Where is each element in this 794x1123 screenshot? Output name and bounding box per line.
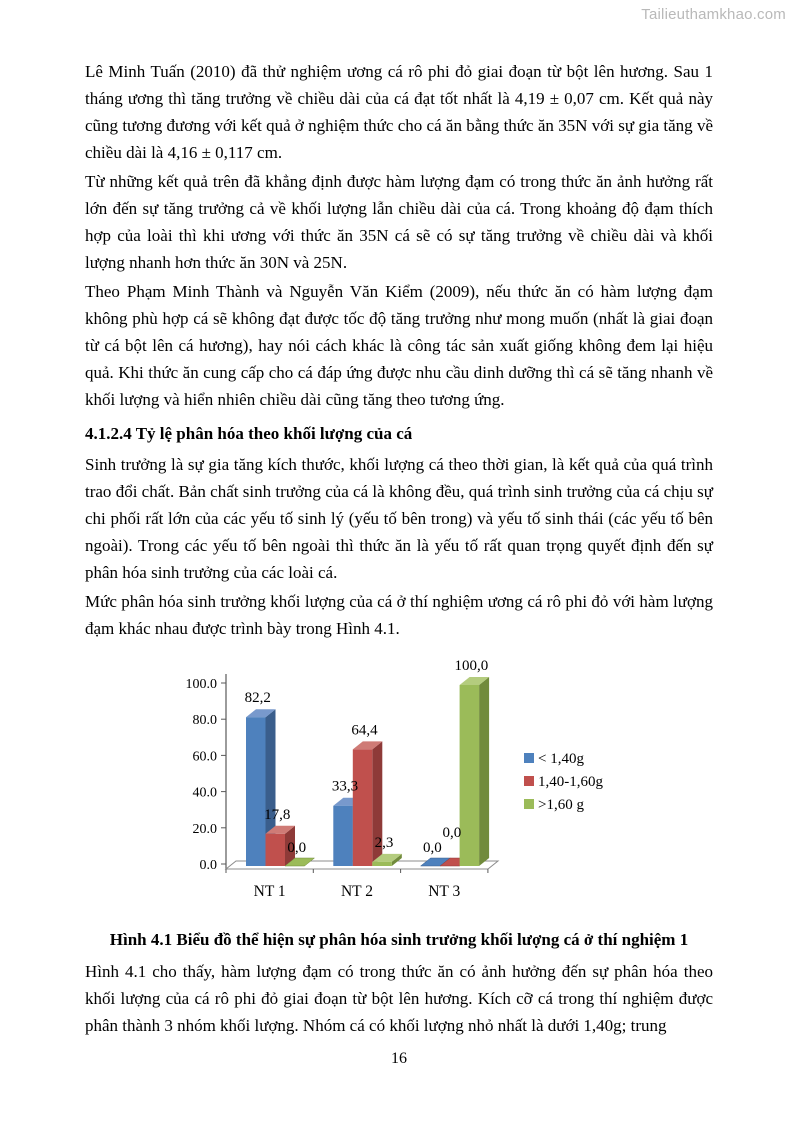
svg-text:1,40-1,60g: 1,40-1,60g [538,774,603,790]
svg-text:NT 2: NT 2 [341,883,373,900]
svg-text:40.0: 40.0 [193,786,218,801]
paragraph-3: Theo Phạm Minh Thành và Nguyễn Văn Kiểm … [85,282,713,409]
svg-text:0,0: 0,0 [423,840,442,856]
page-body: Lê Minh Tuấn (2010) đã thử nghiệm ương c… [85,58,713,1072]
paragraph-5: Mức phân hóa sinh trưởng khối lượng của … [85,592,713,638]
paragraph-6: Hình 4.1 cho thấy, hàm lượng đạm có tron… [85,962,713,1035]
svg-text:100,0: 100,0 [454,658,488,674]
svg-text:0,0: 0,0 [287,840,306,856]
svg-text:0,0: 0,0 [442,825,461,841]
section-heading-4-1-2-4: 4.1.2.4 Tỷ lệ phân hóa theo khối lượng c… [85,424,413,443]
svg-text:NT 3: NT 3 [428,883,460,900]
svg-text:33,3: 33,3 [332,779,358,795]
svg-text:60.0: 60.0 [193,749,218,764]
page-number: 16 [391,1050,407,1067]
paragraph-1: Lê Minh Tuấn (2010) đã thử nghiệm ương c… [85,62,713,162]
svg-text:17,8: 17,8 [264,807,290,823]
svg-text:64,4: 64,4 [351,722,378,738]
figure-4-1-caption: Hình 4.1 Biểu đồ thể hiện sự phân hóa si… [109,930,689,949]
svg-text:100.0: 100.0 [186,677,218,692]
svg-text:0.0: 0.0 [200,858,218,873]
svg-text:80.0: 80.0 [193,713,218,728]
svg-text:82,2: 82,2 [245,690,271,706]
site-watermark: Tailieuthamkhao.com [641,6,786,23]
paragraph-4: Sinh trưởng là sự gia tăng kích thước, k… [85,455,713,582]
svg-text:>1,60 g: >1,60 g [538,797,584,813]
svg-text:NT 1: NT 1 [254,883,286,900]
figure-4-1: 0.0 20.0 40.0 60.0 80.0 100.0 NT 1 NT 2 NT 3 82,2… [158,648,698,908]
figure-chart-svg: 0.0 20.0 40.0 60.0 80.0 100.0 NT 1 NT 2 NT 3 82,2… [186,658,604,900]
paragraph-2: Từ những kết quả trên đã khẳng định được… [85,172,713,272]
svg-text:20.0: 20.0 [193,822,218,837]
svg-text:2,3: 2,3 [375,835,394,851]
svg-text:< 1,40g: < 1,40g [538,751,584,767]
